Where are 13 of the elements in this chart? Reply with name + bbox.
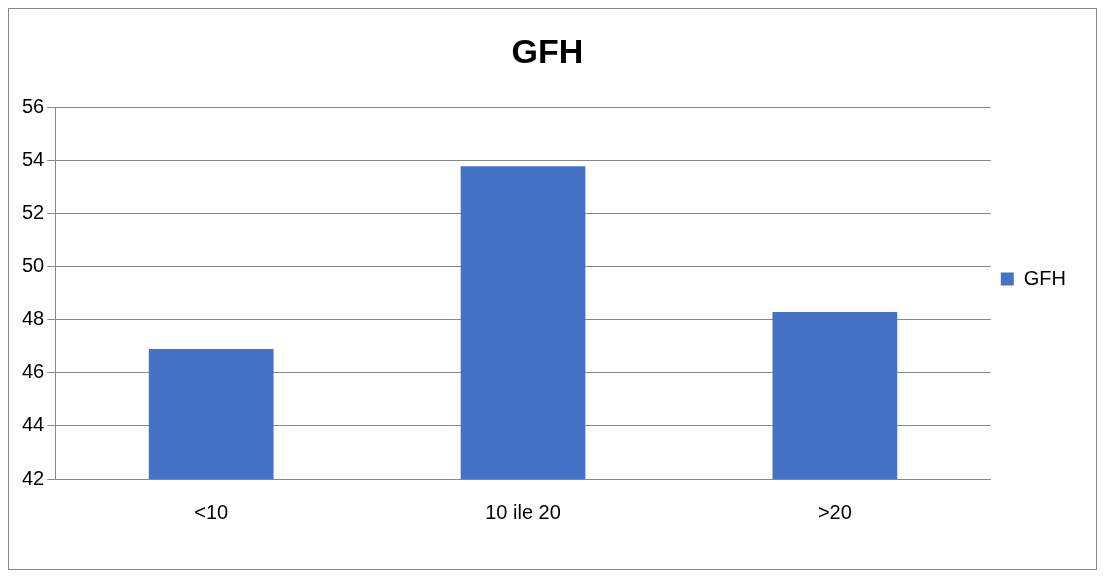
x-tick-label: 10 ile 20 [485, 500, 561, 523]
y-tick-label: 46 [22, 360, 45, 383]
y-tick-label: 48 [22, 307, 45, 330]
y-tick-label: 50 [22, 254, 45, 277]
y-tick-label: 54 [22, 148, 45, 171]
y-tick-label: 44 [22, 413, 45, 436]
y-tick-label: 42 [22, 466, 45, 489]
x-tick-label: >20 [817, 500, 852, 523]
legend-label: GFH [1023, 266, 1066, 289]
x-tick-label: <10 [194, 500, 229, 523]
y-tick-label: 56 [22, 95, 45, 118]
y-tick-label: 52 [22, 201, 45, 224]
chart-title: GFH [511, 31, 584, 70]
